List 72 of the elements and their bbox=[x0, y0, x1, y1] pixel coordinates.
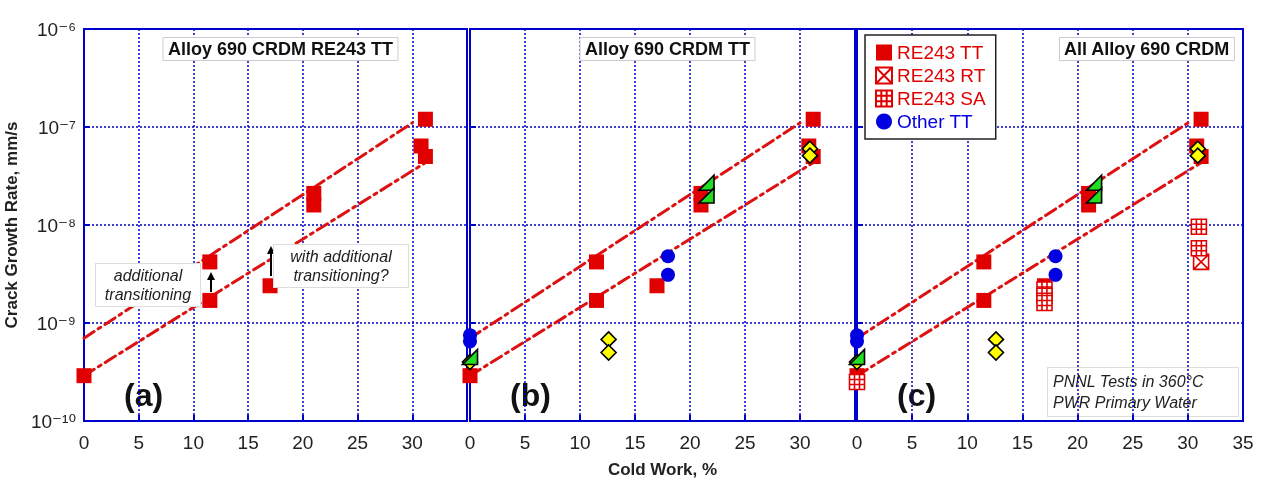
x-tick-label: 20 bbox=[679, 432, 701, 453]
point bbox=[1085, 187, 1103, 204]
y-tick-label: 10⁻⁸ bbox=[36, 214, 76, 236]
point bbox=[1085, 174, 1103, 192]
x-tick-label: 30 bbox=[401, 432, 423, 453]
x-tick-label: 15 bbox=[237, 432, 259, 453]
text: All Alloy 690 CRDM bbox=[1063, 39, 1230, 59]
point bbox=[589, 254, 604, 270]
x-tick-label: 0 bbox=[464, 432, 476, 453]
x-tick-label: 25 bbox=[347, 432, 369, 453]
point bbox=[987, 344, 1005, 361]
x-tick-label: 10 bbox=[569, 432, 591, 453]
x-tick-label: 0 bbox=[78, 432, 90, 453]
point bbox=[600, 331, 617, 348]
point bbox=[698, 187, 715, 204]
point bbox=[76, 368, 92, 384]
point bbox=[417, 149, 433, 164]
point bbox=[202, 254, 218, 270]
legend-label: RE243 TT bbox=[897, 42, 984, 63]
annotation: (c) bbox=[897, 377, 937, 413]
annotation: with additional transitioning? bbox=[273, 244, 409, 288]
text: Alloy 690 CRDM RE243 TT bbox=[167, 39, 394, 59]
x-tick-label: 10 bbox=[956, 432, 978, 453]
y-tick-label: 10⁻⁷ bbox=[37, 116, 77, 138]
annotation: PNNL Tests in 360°C PWR Primary Water bbox=[1053, 373, 1208, 411]
y-tick-label: 10⁻⁶ bbox=[37, 18, 76, 40]
x-tick-label: 25 bbox=[1122, 432, 1144, 453]
x-tick-label: 5 bbox=[519, 432, 531, 453]
annotation: (b) bbox=[510, 377, 551, 413]
point bbox=[661, 249, 675, 264]
x-tick-label: 30 bbox=[789, 432, 811, 453]
annotation: additional transitioning bbox=[95, 263, 201, 307]
point bbox=[462, 368, 478, 384]
x-tick-label: 25 bbox=[734, 432, 756, 453]
point bbox=[801, 147, 819, 164]
point bbox=[1048, 249, 1063, 264]
x-tick-label: 5 bbox=[133, 432, 144, 453]
y-axis-title: Crack Growth Rate, mm/s bbox=[1, 121, 21, 329]
point bbox=[1189, 147, 1207, 164]
x-tick-label: 20 bbox=[292, 432, 314, 453]
point bbox=[987, 331, 1005, 348]
x-tick-label: 15 bbox=[624, 432, 646, 453]
legend-label: RE243 SA bbox=[897, 88, 987, 109]
text: Alloy 690 CRDM TT bbox=[584, 39, 751, 59]
x-tick-label: 0 bbox=[851, 432, 863, 453]
x-axis-title: Cold Work, % bbox=[607, 460, 718, 479]
y-tick-label: 10⁻¹⁰ bbox=[30, 410, 76, 432]
point bbox=[976, 292, 992, 308]
point bbox=[1193, 111, 1209, 127]
x-tick-label: 5 bbox=[906, 432, 918, 453]
point bbox=[661, 267, 675, 282]
point bbox=[202, 292, 218, 308]
point bbox=[698, 174, 715, 192]
point bbox=[848, 348, 866, 366]
point bbox=[600, 344, 617, 361]
x-tick-label: 35 bbox=[1232, 432, 1254, 453]
legend-label: RE243 RT bbox=[897, 65, 986, 86]
point bbox=[1048, 267, 1063, 282]
x-tick-label: 15 bbox=[1011, 432, 1033, 453]
point bbox=[649, 278, 665, 294]
y-tick-label: 10⁻⁹ bbox=[36, 312, 76, 334]
point bbox=[976, 254, 992, 270]
legend-label: Other TT bbox=[897, 111, 974, 132]
point bbox=[417, 111, 433, 127]
x-tick-label: 10 bbox=[182, 432, 204, 453]
annotation: (a) bbox=[124, 377, 164, 413]
x-tick-label: 20 bbox=[1067, 432, 1089, 453]
point bbox=[589, 292, 604, 308]
point bbox=[306, 197, 322, 213]
point bbox=[805, 111, 821, 127]
x-tick-label: 30 bbox=[1177, 432, 1199, 453]
point bbox=[461, 348, 479, 366]
